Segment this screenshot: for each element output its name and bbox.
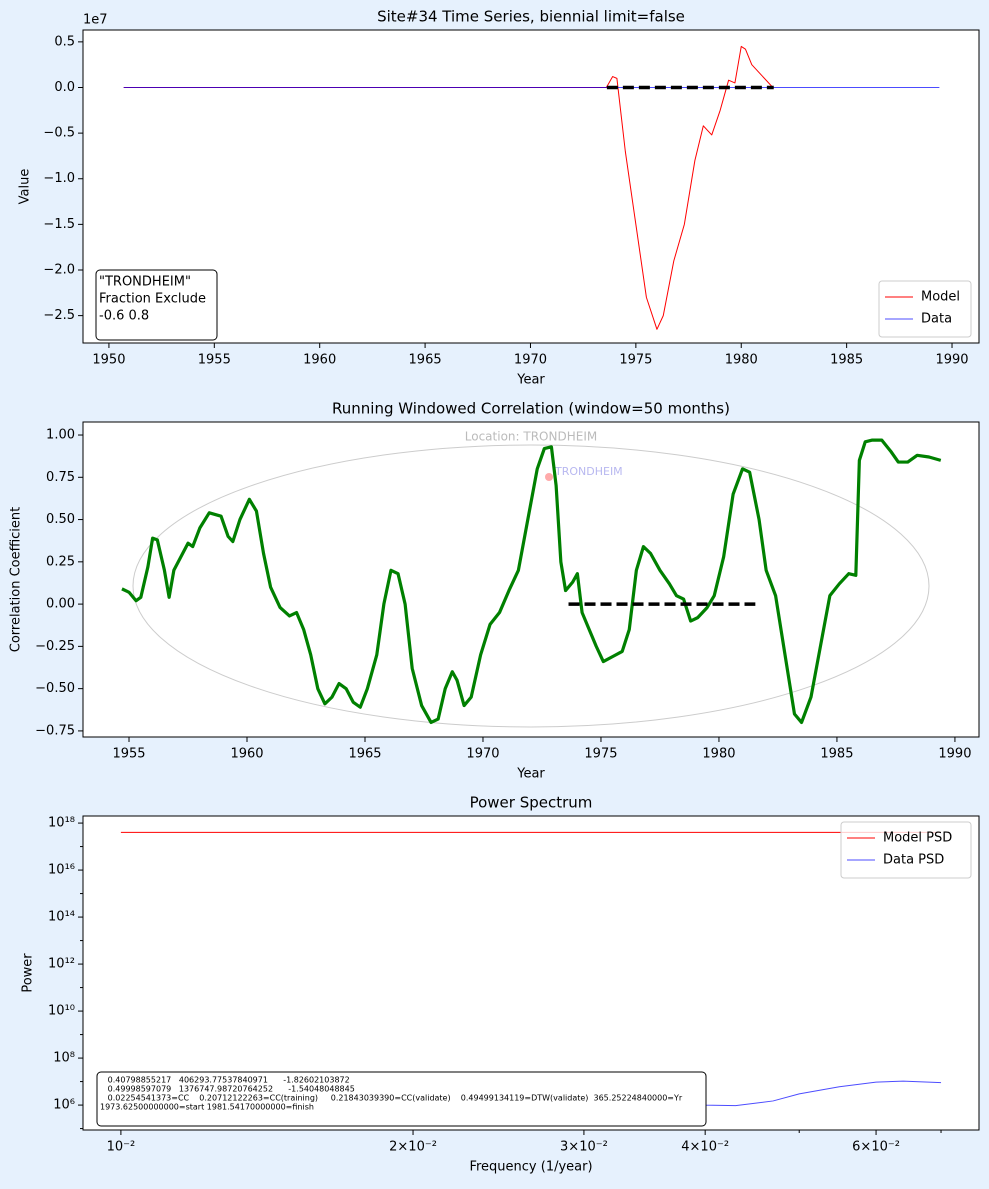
annotation-box bbox=[96, 1071, 707, 1127]
x-tick-label: 1955 bbox=[112, 747, 145, 762]
legend-box bbox=[878, 280, 972, 338]
map-title: Location: TRONDHEIM bbox=[465, 430, 597, 444]
y-tick-label: 10¹² bbox=[48, 957, 75, 972]
y-axis-label: Correlation Coefficient bbox=[9, 507, 24, 653]
legend-box bbox=[840, 821, 972, 879]
y-tick-label: 0.75 bbox=[46, 470, 75, 485]
axes-frame bbox=[82, 815, 980, 1131]
annotation-line: 1973.62500000000=start 1981.54170000000=… bbox=[100, 1103, 314, 1112]
plot-area bbox=[83, 422, 979, 737]
y-tick-label: 10⁶ bbox=[53, 1098, 75, 1113]
x-tick-label: 1965 bbox=[409, 353, 442, 368]
y-tick-label: −1.0 bbox=[43, 171, 75, 186]
x-tick-label: 1960 bbox=[230, 747, 263, 762]
map-outline bbox=[132, 444, 930, 728]
y-tick-label: 0.00 bbox=[46, 597, 75, 612]
x-tick-label: 1990 bbox=[935, 353, 968, 368]
x-tick-label: 1990 bbox=[938, 747, 971, 762]
y-tick-label: 10¹⁸ bbox=[48, 816, 75, 831]
y-tick-label: 10⁸ bbox=[53, 1051, 75, 1066]
y-tick-label: 0.0 bbox=[54, 80, 75, 95]
legend-label: Model bbox=[921, 290, 960, 305]
y-axis-label: Value bbox=[18, 169, 33, 205]
annotation-line: Fraction Exclude bbox=[99, 292, 206, 307]
legend-label: Data bbox=[921, 312, 952, 327]
series-line bbox=[121, 438, 942, 725]
x-tick-label: 1970 bbox=[514, 353, 547, 368]
x-tick-label: 1975 bbox=[619, 353, 652, 368]
x-tick-label: 1970 bbox=[466, 747, 499, 762]
annotation-line: 0.40798855217 406293.77537840971 -1.8260… bbox=[100, 1076, 350, 1085]
map-site-label: TRONDHEIM bbox=[554, 465, 623, 478]
annotation-line: -0.6 0.8 bbox=[99, 309, 149, 324]
chart-title: Power Spectrum bbox=[470, 794, 593, 812]
y-tick-label: −0.5 bbox=[43, 126, 75, 141]
y-tick-label: −2.0 bbox=[43, 262, 75, 277]
plot-area bbox=[83, 30, 979, 343]
legend-label: Model PSD bbox=[883, 831, 952, 846]
legend-label: Data PSD bbox=[883, 853, 944, 868]
annotation-box bbox=[95, 269, 218, 341]
y-axis-label: Power bbox=[21, 953, 36, 993]
y-tick-label: 10¹⁰ bbox=[48, 1004, 75, 1019]
x-tick-label: 1960 bbox=[303, 353, 336, 368]
x-tick-label: 3×10⁻² bbox=[560, 1140, 608, 1155]
annotation-line: "TRONDHEIM" bbox=[99, 275, 191, 290]
axes-frame bbox=[82, 421, 980, 738]
x-tick-label: 1980 bbox=[702, 747, 735, 762]
x-tick-label: 1985 bbox=[820, 747, 853, 762]
y-tick-label: 0.50 bbox=[46, 512, 75, 527]
y-tick-label: −2.5 bbox=[43, 308, 75, 323]
y-tick-label: −0.50 bbox=[35, 681, 75, 696]
series-line bbox=[123, 45, 774, 330]
x-tick-label: 1965 bbox=[348, 747, 381, 762]
y-tick-label: 0.25 bbox=[46, 554, 75, 569]
y-tick-label: 0.5 bbox=[54, 34, 75, 49]
x-axis-label: Year bbox=[516, 373, 545, 388]
x-tick-label: 2×10⁻² bbox=[389, 1140, 437, 1155]
x-axis-label: Year bbox=[516, 767, 545, 782]
x-tick-label: 1950 bbox=[92, 353, 125, 368]
x-tick-label: 10⁻² bbox=[107, 1140, 136, 1155]
x-tick-label: 1975 bbox=[584, 747, 617, 762]
offset-label: 1e7 bbox=[83, 13, 108, 28]
x-tick-label: 1985 bbox=[830, 353, 863, 368]
annotation-line: 0.49998597079 1376747.98720764252 -1.540… bbox=[100, 1085, 355, 1094]
x-tick-label: 1980 bbox=[725, 353, 758, 368]
axes-frame bbox=[82, 29, 980, 344]
y-tick-label: −0.25 bbox=[35, 639, 75, 654]
y-tick-label: −1.5 bbox=[43, 217, 75, 232]
x-axis-label: Frequency (1/year) bbox=[469, 1160, 592, 1175]
x-tick-label: 4×10⁻² bbox=[681, 1140, 729, 1155]
y-tick-label: 1.00 bbox=[46, 428, 75, 443]
chart-title: Site#34 Time Series, biennial limit=fals… bbox=[377, 8, 685, 26]
chart-title: Running Windowed Correlation (window=50 … bbox=[332, 400, 730, 418]
x-tick-label: 1955 bbox=[198, 353, 231, 368]
x-tick-label: 6×10⁻² bbox=[852, 1140, 900, 1155]
y-tick-label: −0.75 bbox=[35, 723, 75, 738]
y-tick-label: 10¹⁴ bbox=[48, 910, 75, 925]
map-site bbox=[545, 473, 553, 481]
y-tick-label: 10¹⁶ bbox=[48, 863, 75, 878]
annotation-line: 0.02254541373=CC 0.20712122263=CC(traini… bbox=[100, 1094, 683, 1103]
